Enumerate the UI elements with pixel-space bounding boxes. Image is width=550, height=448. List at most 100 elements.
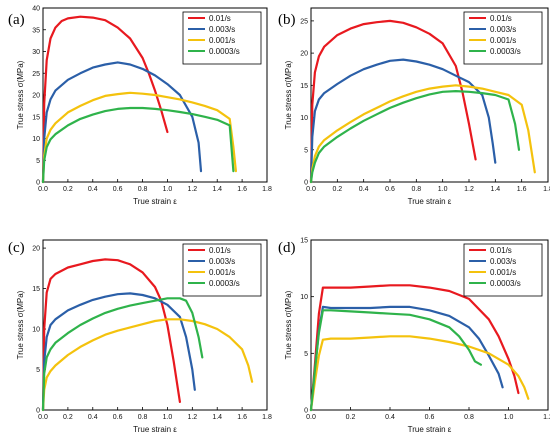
- x-tick-label: 1.8: [262, 414, 272, 421]
- legend-entry: 0.001/s: [209, 36, 235, 45]
- y-tick-label: 40: [32, 6, 40, 13]
- y-tick-label: 10: [300, 294, 308, 301]
- y-tick-label: 5: [304, 351, 308, 358]
- x-tick-label: 1.6: [237, 186, 247, 193]
- x-tick-label: 0.4: [359, 186, 369, 193]
- legend-entry: 0.01/s: [490, 246, 512, 255]
- legend-entry: 0.0003/s: [209, 47, 240, 56]
- y-tick-label: 5: [304, 147, 308, 154]
- legend-entry: 0.01/s: [490, 14, 512, 23]
- y-tick-label: 25: [300, 18, 308, 25]
- series-line-1: [309, 284, 520, 412]
- series-line-4: [309, 89, 521, 184]
- x-tick-label: 1.4: [212, 186, 222, 193]
- x-tick-label: 0.8: [411, 186, 421, 193]
- x-tick-label: 1.2: [187, 186, 197, 193]
- x-tick-label: 0.4: [385, 414, 395, 421]
- y-tick-label: 0: [304, 408, 308, 415]
- x-tick-label: 0.0: [38, 186, 48, 193]
- x-tick-label: 1.8: [262, 186, 272, 193]
- plot-frame: [42, 239, 268, 411]
- y-axis-label: True stress σ(MPa): [284, 290, 293, 359]
- x-tick-label: 0.8: [138, 186, 148, 193]
- series-line-3: [309, 84, 536, 184]
- y-tick-label: 15: [300, 238, 308, 245]
- x-tick-label: 1.2: [543, 414, 550, 421]
- x-tick-label: 1.0: [163, 186, 173, 193]
- x-tick-label: 0.2: [63, 186, 73, 193]
- y-tick-label: 20: [300, 51, 308, 58]
- y-tick-label: 0: [304, 180, 308, 187]
- panel-1: 0.0 0.2 0.4 0.6 0.8 1.0 1.2 1.4 1.6 1.8 0 5 10 15 20 25…: [8, 6, 272, 207]
- panel-label: (b): [278, 12, 296, 28]
- legend-entry: 0.003/s: [490, 25, 516, 34]
- y-axis-label: True stress σ(MPa): [284, 60, 293, 129]
- legend-entry: 0.003/s: [209, 257, 235, 266]
- y-tick-label: 15: [32, 114, 40, 121]
- x-tick-label: 1.6: [517, 186, 527, 193]
- x-tick-label: 1.4: [212, 414, 222, 421]
- x-tick-label: 0.8: [464, 414, 474, 421]
- x-axis-label: True strain ε: [133, 425, 177, 434]
- panel-label: (c): [8, 240, 25, 256]
- y-axis-label: True stress σ(MPa): [16, 290, 25, 359]
- x-tick-label: 1.2: [187, 414, 197, 421]
- series-line-4: [309, 309, 482, 412]
- series-line-3: [41, 91, 237, 184]
- series-line-3: [41, 318, 254, 412]
- x-axis-label: True strain ε: [133, 197, 177, 206]
- legend-box: [182, 243, 262, 297]
- y-tick-label: 35: [32, 27, 40, 34]
- y-axis-label: True stress σ(MPa): [16, 60, 25, 129]
- panel-4: 0.0 0.2 0.4 0.6 0.8 1.0 1.2 0 5 10 15 True strain ε…: [278, 238, 550, 435]
- x-tick-label: 1.0: [438, 186, 448, 193]
- legend-entry: 0.01/s: [209, 246, 231, 255]
- x-tick-label: 0.0: [306, 186, 316, 193]
- legend-entry: 0.0003/s: [490, 279, 521, 288]
- y-tick-label: 15: [300, 83, 308, 90]
- x-tick-label: 0.8: [138, 414, 148, 421]
- y-tick-label: 10: [32, 327, 40, 334]
- y-tick-label: 10: [300, 115, 308, 122]
- y-tick-label: 30: [32, 49, 40, 56]
- series-line-4: [41, 297, 204, 412]
- x-tick-label: 0.2: [63, 414, 73, 421]
- x-tick-label: 0.0: [306, 414, 316, 421]
- panel-label: (a): [8, 12, 25, 28]
- legend-entry: 0.0003/s: [490, 47, 521, 56]
- y-tick-label: 0: [36, 180, 40, 187]
- series-line-1: [41, 15, 169, 184]
- plot-frame: [310, 7, 549, 183]
- y-tick-label: 5: [36, 367, 40, 374]
- y-tick-label: 20: [32, 246, 40, 253]
- series-line-1: [41, 258, 181, 412]
- x-axis-label: True strain ε: [408, 425, 452, 434]
- x-axis-label: True strain ε: [408, 197, 452, 206]
- y-tick-label: 15: [32, 286, 40, 293]
- y-tick-label: 5: [36, 158, 40, 165]
- y-tick-label: 25: [32, 71, 40, 78]
- legend-entry: 0.003/s: [209, 25, 235, 34]
- legend-box: [463, 243, 543, 297]
- x-tick-label: 0.0: [38, 414, 48, 421]
- y-tick-label: 0: [36, 408, 40, 415]
- x-tick-label: 0.4: [88, 414, 98, 421]
- panel-label: (d): [278, 240, 296, 256]
- legend-entry: 0.001/s: [490, 268, 516, 277]
- x-tick-label: 1.2: [464, 186, 474, 193]
- series-line-2: [41, 61, 203, 184]
- x-tick-label: 0.6: [425, 414, 435, 421]
- y-tick-label: 20: [32, 93, 40, 100]
- x-tick-label: 1.0: [163, 414, 173, 421]
- x-tick-label: 1.6: [237, 414, 247, 421]
- legend-box: [463, 11, 543, 65]
- y-tick-label: 10: [32, 136, 40, 143]
- x-tick-label: 0.4: [88, 186, 98, 193]
- series-line-4: [41, 106, 235, 184]
- x-tick-label: 1.4: [490, 186, 500, 193]
- panel-2: 0.0 0.2 0.4 0.6 0.8 1.0 1.2 1.4 1.6 1.8 0 5 10 15 20 25…: [278, 7, 550, 206]
- legend-entry: 0.003/s: [490, 257, 516, 266]
- x-tick-label: 0.6: [113, 186, 123, 193]
